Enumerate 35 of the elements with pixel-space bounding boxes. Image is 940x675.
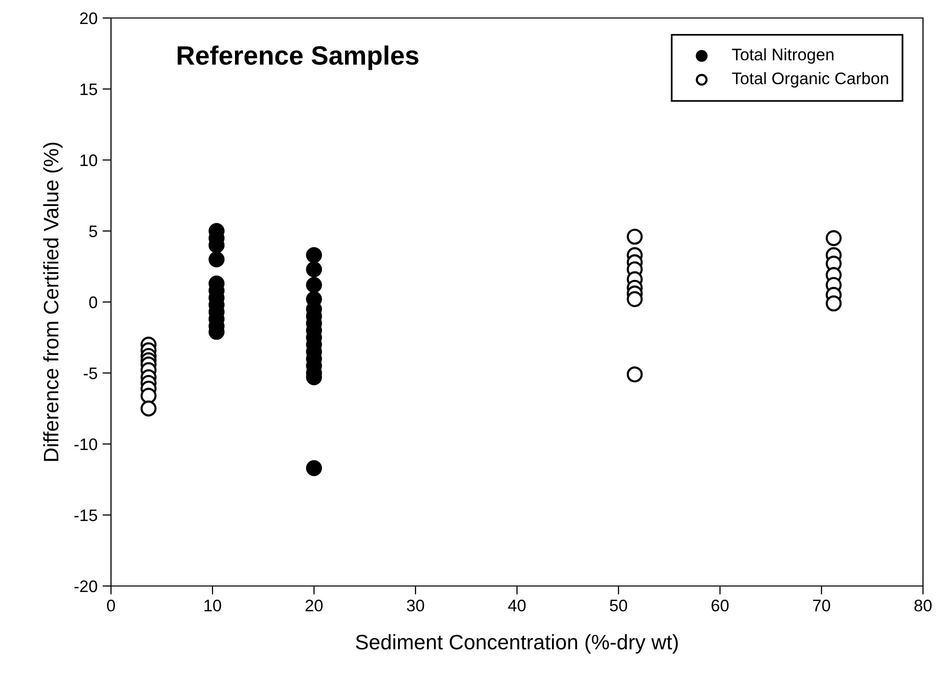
point <box>306 247 322 264</box>
point <box>306 261 322 278</box>
y-tick-label: 5 <box>89 226 98 238</box>
y-tick-label: 15 <box>80 84 98 96</box>
point <box>626 228 643 245</box>
x-tick-label: 50 <box>610 600 628 612</box>
x-axis-title: Sediment Concentration (%-dry wt) <box>356 634 678 654</box>
x-tick-label: 60 <box>712 600 729 612</box>
legend-label: Total Organic Carbon <box>732 72 888 88</box>
point <box>626 366 643 382</box>
point <box>626 291 643 308</box>
y-tick-label: -20 <box>74 580 98 592</box>
legend-label: Total Nitrogen <box>732 48 834 64</box>
point <box>208 251 225 268</box>
point <box>306 276 322 293</box>
x-tick-label: 30 <box>406 600 424 612</box>
x-tick-label: 10 <box>204 600 222 612</box>
y-tick-label: 0 <box>89 296 98 308</box>
y-tick-label: 10 <box>80 154 98 166</box>
y-tick-label: 20 <box>80 12 98 24</box>
point <box>140 400 157 416</box>
y-axis-title: Difference from Certified Value (%) <box>43 142 63 461</box>
y-tick-label: -10 <box>74 438 98 450</box>
y-tick-label: -15 <box>74 510 98 522</box>
point <box>826 295 842 312</box>
x-tick-label: 40 <box>508 600 526 612</box>
x-tick-label: 20 <box>306 600 323 612</box>
x-tick-label: 70 <box>813 600 830 612</box>
point <box>826 230 842 246</box>
point <box>306 460 322 476</box>
x-tick-label: 0 <box>107 600 115 612</box>
y-tick-label: -5 <box>84 368 98 380</box>
x-tick-label: 80 <box>914 600 932 612</box>
text: Reference Samples <box>178 45 418 70</box>
point <box>140 388 157 404</box>
